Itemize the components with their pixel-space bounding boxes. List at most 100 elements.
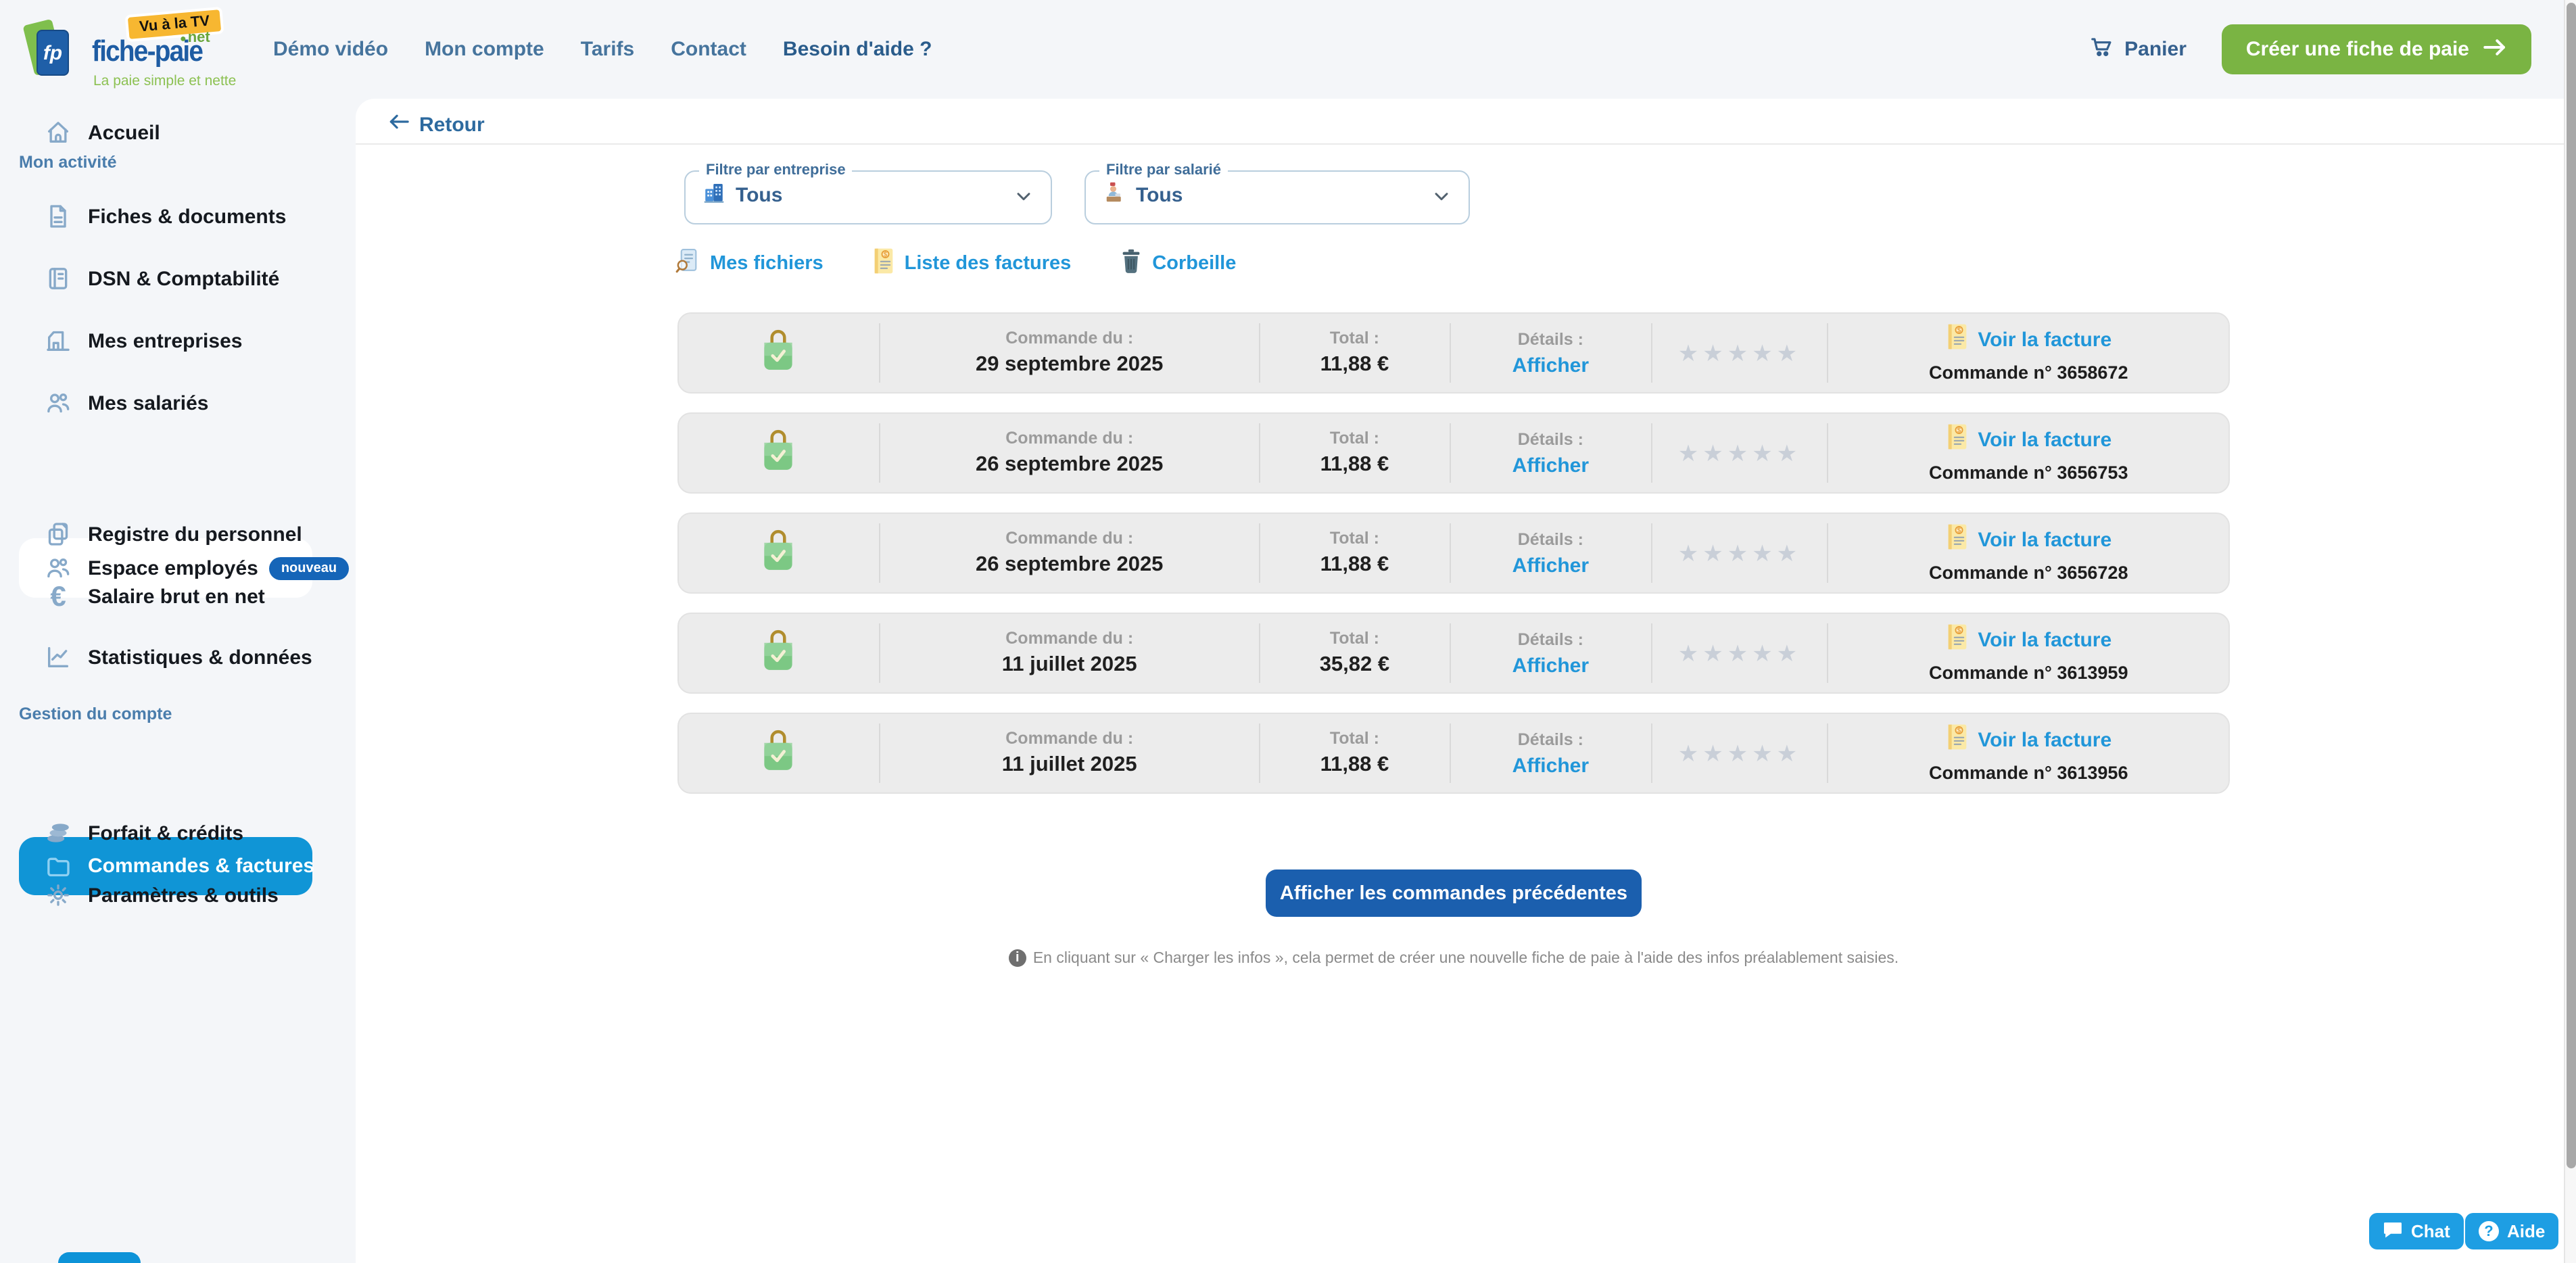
sidebar-item-dsn[interactable]: DSN & Comptabilité [0,260,356,297]
filter-salarie-select[interactable]: Tous [1086,178,1469,219]
chat-button[interactable]: Chat [2369,1213,2464,1249]
svg-text:$: $ [883,251,887,258]
order-date-value: 11 juillet 2025 [1002,753,1137,778]
filters-row: Filtre par entreprise Tous Filtre par sa… [684,162,1470,224]
question-icon: ? [2479,1221,2499,1241]
filter-entreprise-select[interactable]: Tous [686,178,1051,219]
logo-monogram: fp [43,41,62,64]
order-number: Commande n° 3656753 [1929,462,2128,483]
mes-fichiers-label: Mes fichiers [710,253,824,275]
corbeille-link[interactable]: Corbeille [1120,248,1236,279]
load-more-button[interactable]: Afficher les commandes précédentes [1266,869,1642,917]
office-building-icon [702,180,726,211]
nav-tarifs[interactable]: Tarifs [581,38,634,61]
order-total-cell: Total : 35,82 € [1260,623,1450,683]
order-invoice-cell: $ Voir la facture Commande n° 3656753 [1829,423,2228,483]
sidebar-item-entreprises[interactable]: Mes entreprises [0,322,356,360]
rating-stars[interactable]: ★★★★★ [1678,642,1801,665]
mes-fichiers-link[interactable]: Mes fichiers [675,247,824,280]
nav-mon-compte[interactable]: Mon compte [425,38,544,61]
order-total-value: 11,88 € [1320,553,1389,577]
liste-factures-link[interactable]: $ Liste des factures [872,247,1072,280]
svg-text:$: $ [1957,527,1961,534]
order-total-value: 35,82 € [1320,653,1389,677]
order-row: Commande du : 11 juillet 2025 Total : 11… [677,713,2230,794]
gear-icon [45,882,72,909]
order-total-label: Total : [1330,429,1379,448]
order-date-cell: Commande du : 26 septembre 2025 [880,523,1260,583]
sidebar-item-forfait[interactable]: Forfait & crédits [0,814,356,852]
sidebar-item-accueil[interactable]: Accueil [0,114,356,151]
footnote: i En cliquant sur « Charger les infos »,… [677,949,2230,967]
back-link[interactable]: Retour [388,112,485,137]
order-rating-cell: ★★★★★ [1652,323,1828,383]
scrollbar-thumb[interactable] [2567,3,2576,1168]
order-details-label: Détails : [1518,629,1583,648]
order-total-cell: Total : 11,88 € [1260,423,1450,483]
voir-facture-link[interactable]: Voir la facture [1978,529,2112,552]
nav-contact[interactable]: Contact [671,38,746,61]
voir-facture-link[interactable]: Voir la facture [1978,629,2112,652]
people-icon [45,389,72,416]
sidebar-item-salaire[interactable]: € Salaire brut en net [0,577,356,615]
order-date-label: Commande du : [1005,429,1133,448]
nav-besoin-aide[interactable]: Besoin d'aide ? [783,38,932,61]
logo-mark-icon: fp [28,19,72,81]
chevron-down-icon [1431,185,1452,206]
voir-facture-link[interactable]: Voir la facture [1978,729,2112,752]
sidebar-item-stats[interactable]: Statistiques & données [0,638,356,676]
help-button[interactable]: ? Aide [2465,1213,2558,1249]
sidebar-item-salaries[interactable]: Mes salariés [0,384,356,422]
order-total-value: 11,88 € [1320,753,1389,778]
order-total-value: 11,88 € [1320,353,1389,377]
cart-button[interactable]: Panier [2089,34,2187,65]
sidebar-item-parametres[interactable]: Paramètres & outils [0,876,356,914]
rating-stars[interactable]: ★★★★★ [1678,442,1801,464]
afficher-link[interactable]: Afficher [1512,754,1589,777]
nav-demo-video[interactable]: Démo vidéo [273,38,388,61]
order-invoice-cell: $ Voir la facture Commande n° 3613959 [1829,623,2228,683]
brand-tld: net [180,30,210,46]
sidebar-label-parametres: Paramètres & outils [88,884,279,907]
afficher-link[interactable]: Afficher [1512,354,1589,377]
scrollbar-track[interactable] [2564,0,2576,1263]
euro-icon: € [45,583,72,610]
ledger-icon [45,265,72,292]
order-details-label: Détails : [1518,730,1583,748]
rating-stars[interactable]: ★★★★★ [1678,542,1801,565]
order-rating-cell: ★★★★★ [1652,623,1828,683]
afficher-link[interactable]: Afficher [1512,654,1589,677]
create-payslip-button[interactable]: Créer une fiche de paie [2222,24,2531,74]
order-total-label: Total : [1330,629,1379,648]
order-status-cell [679,523,880,583]
shopping-bag-check-icon [761,728,797,779]
info-icon: i [1009,949,1026,967]
cart-icon [2089,34,2115,65]
afficher-link[interactable]: Afficher [1512,554,1589,577]
sidebar-section-activity: Mon activité [19,153,117,172]
sidebar-item-fiches[interactable]: Fiches & documents [0,197,356,235]
sidebar-label-dsn: DSN & Comptabilité [88,267,279,290]
chat-label: Chat [2411,1221,2450,1241]
order-date-value: 26 septembre 2025 [976,453,1163,477]
rating-stars[interactable]: ★★★★★ [1678,742,1801,765]
order-details-label: Détails : [1518,529,1583,548]
chat-bubble-icon [2383,1220,2403,1242]
order-date-label: Commande du : [1005,329,1133,348]
rating-stars[interactable]: ★★★★★ [1678,341,1801,364]
shopping-bag-check-icon [761,527,797,579]
voir-facture-link[interactable]: Voir la facture [1978,429,2112,452]
sidebar-label-entreprises: Mes entreprises [88,329,242,352]
order-total-cell: Total : 11,88 € [1260,523,1450,583]
invoice-icon: $ [1945,623,1968,657]
sidebar-item-registre[interactable]: Registre du personnel [0,515,356,553]
order-rating-cell: ★★★★★ [1652,723,1828,783]
voir-facture-link[interactable]: Voir la facture [1978,329,2112,352]
sidebar-section-account: Gestion du compte [19,705,172,723]
order-total-value: 11,88 € [1320,453,1389,477]
afficher-link[interactable]: Afficher [1512,454,1589,477]
order-number: Commande n° 3658672 [1929,362,2128,383]
partial-bottom-button[interactable] [58,1252,141,1263]
coins-icon [45,819,72,847]
brand-logo[interactable]: fp Vu à la TV fiche-paie net La paie sim… [28,11,299,92]
